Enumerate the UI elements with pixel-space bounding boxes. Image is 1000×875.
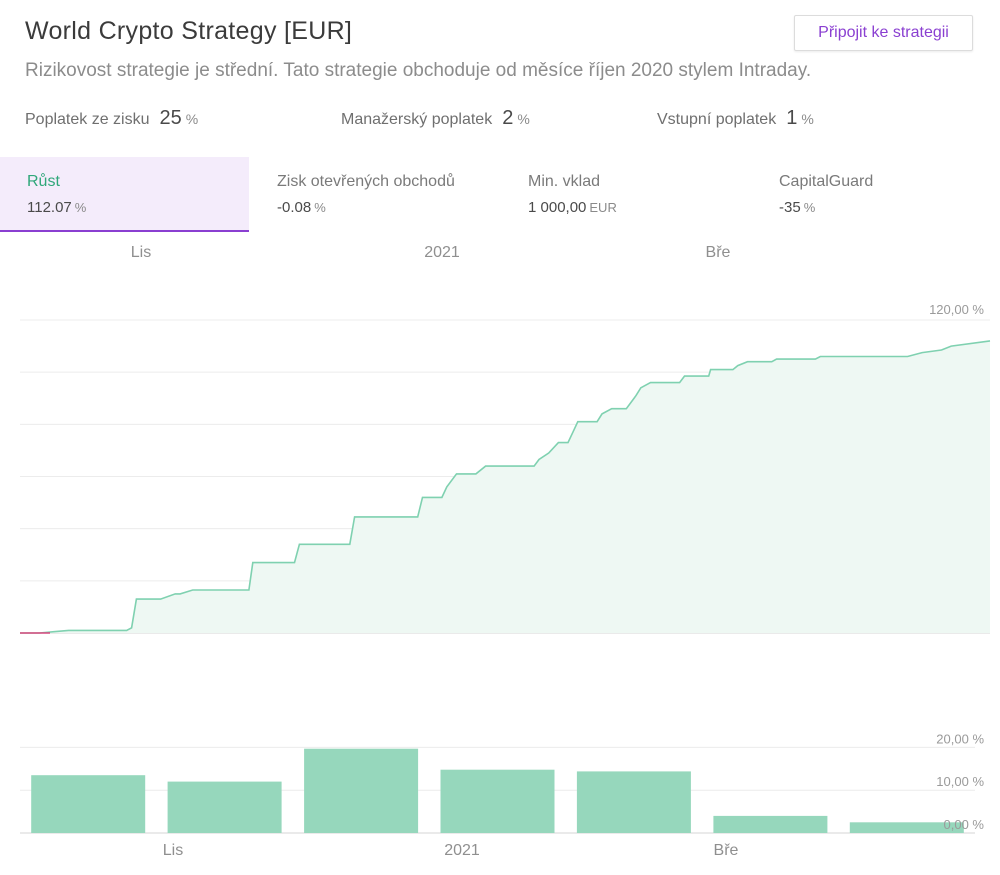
bar bbox=[31, 775, 146, 833]
stat-value: 112.07 bbox=[27, 199, 72, 216]
fee-label: Poplatek ze zisku bbox=[25, 111, 150, 128]
fee-unit: % bbox=[517, 111, 530, 127]
stat-label: Min. vklad bbox=[528, 173, 601, 190]
top-axis-label: Bře bbox=[705, 244, 731, 261]
stat-value: -0.08 bbox=[277, 199, 312, 216]
growth-series-line bbox=[20, 340, 991, 634]
bar bbox=[440, 769, 555, 833]
bar-x-tick-label: 2021 bbox=[444, 842, 480, 859]
fee-unit: % bbox=[185, 111, 199, 127]
bar-x-tick-label: Bře bbox=[714, 842, 739, 859]
bar bbox=[167, 781, 282, 833]
y-tick-label: 120,00 % bbox=[929, 302, 984, 317]
tab-growth[interactable]: Růst 112.07% bbox=[0, 157, 249, 232]
top-axis-label: Lis bbox=[130, 244, 152, 261]
fee-profit: Poplatek ze zisku 25% bbox=[25, 107, 198, 130]
stat-label: CapitalGuard bbox=[779, 173, 874, 190]
fee-label: Manažerský poplatek bbox=[341, 111, 493, 128]
bar bbox=[576, 771, 691, 833]
stat-value: -35 bbox=[779, 199, 801, 216]
bar-x-tick-label: Lis bbox=[163, 842, 183, 859]
fee-label: Vstupní poplatek bbox=[657, 111, 777, 128]
stat-label: Zisk otevřených obchodů bbox=[277, 173, 455, 190]
bar-y-tick-label: 20,00 % bbox=[936, 731, 984, 746]
bar-y-tick-label: 0,00 % bbox=[944, 817, 985, 832]
top-axis-label: 2021 bbox=[424, 244, 460, 261]
chart-top-axis: Lis 2021 Bře bbox=[0, 244, 1000, 264]
stat-unit: % bbox=[314, 200, 326, 215]
tab-open-trades-profit[interactable]: Zisk otevřených obchodů -0.08% bbox=[250, 157, 499, 232]
bar-y-tick-label: 10,00 % bbox=[936, 774, 984, 789]
strategy-description: Rizikovost strategie je střední. Tato st… bbox=[25, 60, 812, 81]
stat-value: 1 000,00 bbox=[528, 199, 587, 216]
page-title: World Crypto Strategy [EUR] bbox=[25, 17, 353, 45]
stat-unit: % bbox=[803, 200, 816, 215]
fee-entry: Vstupní poplatek 1% bbox=[657, 107, 814, 130]
stat-label: Růst bbox=[27, 173, 60, 190]
stat-unit: % bbox=[74, 200, 87, 215]
bar bbox=[304, 748, 419, 833]
stats-tabs: Růst 112.07% Zisk otevřených obchodů -0.… bbox=[0, 157, 1000, 232]
bar bbox=[713, 815, 828, 833]
growth-area-fill bbox=[20, 340, 990, 633]
join-strategy-button[interactable]: Připojit ke strategii bbox=[794, 15, 973, 51]
fees-row: Poplatek ze zisku 25% Manažerský poplatek… bbox=[0, 107, 1000, 133]
tab-capitalguard[interactable]: CapitalGuard -35% bbox=[752, 157, 1000, 232]
fee-value: 2 bbox=[502, 107, 514, 129]
fee-unit: % bbox=[801, 111, 814, 127]
fee-value: 25 bbox=[159, 107, 182, 129]
fee-value: 1 bbox=[786, 107, 798, 129]
fee-management: Manažerský poplatek 2% bbox=[341, 107, 530, 130]
stat-unit: EUR bbox=[589, 200, 617, 215]
tab-min-deposit[interactable]: Min. vklad 1 000,00 EUR bbox=[501, 157, 750, 232]
bar bbox=[849, 822, 964, 833]
growth-area-chart: 0,00 %20,00 %40,00 %60,00 %80,00 %100,00… bbox=[20, 302, 991, 634]
monthly-bar-chart: 0,00 % 10,00 % 20,00 % Lis 2021 Bře bbox=[20, 731, 985, 859]
